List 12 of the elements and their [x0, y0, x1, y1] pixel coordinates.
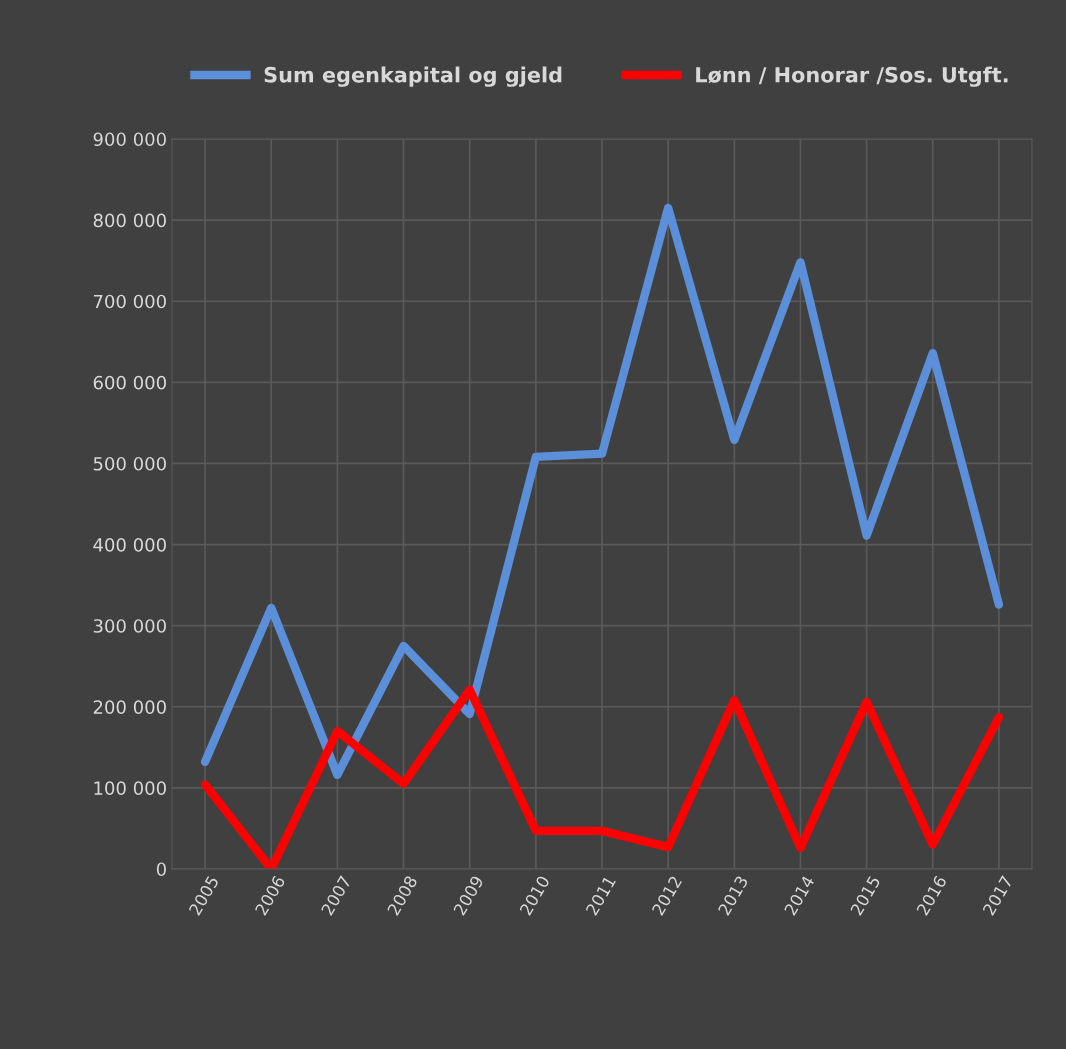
y-tick-label: 0 — [156, 862, 166, 877]
y-tick-label: 400 000 — [93, 538, 166, 552]
y-tick-label: 700 000 — [93, 294, 166, 309]
y-tick-label: 800 000 — [93, 213, 166, 228]
legend-label: Sum egenkapital og gjeld — [264, 66, 562, 87]
y-tick-label: 300 000 — [93, 619, 166, 633]
legend-label: Lønn / Honorar /Sos. Utgft. — [696, 66, 1008, 87]
y-tick-label: 500 000 — [93, 456, 166, 471]
y-tick-label: 200 000 — [93, 700, 166, 714]
y-tick-label: 600 000 — [93, 375, 166, 390]
y-tick-label: 100 000 — [94, 781, 166, 796]
y-tick-label: 900 000 — [93, 132, 166, 147]
